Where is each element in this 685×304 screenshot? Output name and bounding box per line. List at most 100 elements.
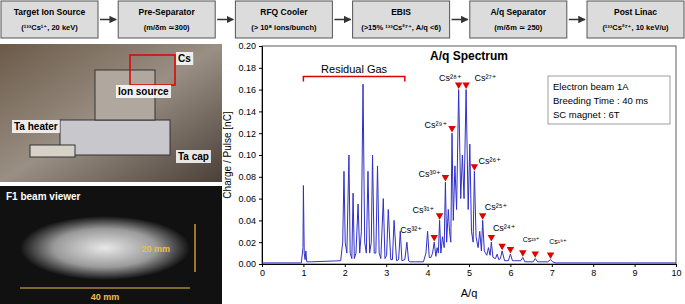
flow-diagram: Target Ion Source (¹³³Cs¹⁺, 20 keV) Pre-Se… [1, 1, 684, 38]
y-tick: 0.18 [238, 63, 262, 73]
y-tick-label: 0.14 [238, 107, 256, 117]
y-tick-mark [259, 68, 262, 69]
photo-part [60, 120, 170, 155]
dimension-arrow [20, 287, 190, 288]
x-tick-label: 8 [591, 268, 596, 278]
y-tick: 0.04 [238, 216, 262, 226]
y-tick-label: 0.20 [238, 41, 256, 51]
flow-box [353, 1, 450, 38]
residual-gas-label: Residual Gas [321, 63, 388, 75]
y-tick-label: 0.02 [238, 238, 256, 248]
x-tick: 2 [343, 264, 348, 278]
peak-marker [532, 251, 539, 257]
x-tick-mark [510, 264, 511, 267]
x-tick-label: 5 [467, 268, 472, 278]
flow-box [587, 1, 684, 38]
y-tick-label: 0.10 [238, 150, 256, 160]
peak-label: Cs²⁷⁺ [475, 73, 497, 83]
x-axis-title: A/q [461, 287, 478, 299]
peak-marker [462, 82, 469, 88]
peak-label: Cs³⁰⁺ [418, 169, 441, 179]
peak-marker [479, 213, 486, 219]
info-line: Electron beam 1A [553, 81, 629, 92]
chart: 0.00 0.02 0.04 0.06 0.08 0.10 0.12 0.14 0.16 0.18… [222, 41, 682, 299]
photo-label-background [116, 85, 171, 98]
photo-label-background [176, 52, 193, 65]
peak-label: Cs²⁸⁺ [439, 73, 462, 83]
x-tick-mark [303, 264, 304, 267]
x-tick: 0 [260, 264, 265, 278]
y-tick-mark [259, 133, 262, 134]
x-tick-mark [469, 264, 470, 267]
y-tick-mark [259, 111, 262, 112]
flow-arrow [100, 19, 116, 21]
y-tick-label: 0.08 [238, 172, 256, 182]
x-tick-label: 9 [633, 268, 638, 278]
x-tick: 1 [301, 264, 306, 278]
x-tick-label: 10 [671, 268, 681, 278]
x-tick-label: 1 [301, 268, 306, 278]
beam-height-label: 20 mm [141, 244, 170, 254]
peak-marker [519, 250, 526, 256]
x-tick: 8 [591, 264, 596, 278]
peak-label: Cs²⁴⁺ [493, 223, 516, 233]
peak-label: Cs³¹⁺ [413, 205, 435, 215]
beam-viewer-title: F1 beam viewer [6, 191, 81, 202]
flow-box-detail: (>15% ¹³³Cs²⁷⁺, A/q <6) [361, 23, 441, 32]
photo-highlight [130, 55, 175, 85]
y-axis: 0.00 0.02 0.04 0.06 0.08 0.10 0.12 0.14 0.16 0.18… [238, 41, 262, 269]
x-tick: 3 [384, 264, 389, 278]
peak-marker [431, 235, 438, 241]
flow-box-detail: (¹³³Cs¹⁺, 20 keV) [21, 23, 78, 32]
peak-label: Cs³²⁺ [400, 225, 422, 235]
flow-box-title: EBIS [391, 7, 411, 17]
flow-box-title: Post Linac [614, 7, 657, 17]
x-tick-label: 0 [260, 268, 265, 278]
photo-label: Cs [178, 53, 191, 64]
peak-marker [488, 235, 495, 241]
x-tick-mark [552, 264, 553, 267]
peak-marker [442, 175, 449, 181]
x-tick-mark [635, 264, 636, 267]
y-tick: 0.08 [238, 172, 262, 182]
info-box-frame [548, 76, 670, 124]
flow-arrow [569, 19, 585, 21]
photo-label: Ion source [118, 86, 169, 97]
x-axis: 0 1 2 3 4 5 6 7 8 9 10 [260, 264, 682, 278]
y-tick-mark [259, 177, 262, 178]
flow-arrow [217, 19, 233, 21]
y-tick-label: 0.00 [238, 259, 256, 269]
y-tick: 0.06 [238, 194, 262, 204]
y-tick-mark [259, 220, 262, 221]
x-tick-label: 7 [550, 268, 555, 278]
x-tick: 4 [426, 264, 431, 278]
peak-marker [436, 213, 443, 219]
spectrum-line [262, 84, 676, 263]
beam-viewer-background [0, 186, 222, 304]
beam-viewer: F1 beam viewer20 mm40 mm [0, 186, 222, 304]
plot-frame [262, 46, 676, 264]
peak-marker [507, 247, 514, 253]
flow-box-title: Pre-Separator [139, 7, 196, 17]
peak-label: Cs²⁹⁺ [425, 120, 448, 130]
flow-box-title: Target Ion Source [14, 7, 86, 17]
x-tick-mark [593, 264, 594, 267]
y-tick-label: 0.18 [238, 63, 256, 73]
x-tick-mark [262, 264, 263, 267]
photo-background [0, 44, 222, 182]
y-tick-mark [259, 155, 262, 156]
flow-box-detail: (m/δm ≃ 250) [494, 23, 542, 32]
y-tick-mark [259, 199, 262, 200]
peak-label: Cs²⁵⁺ [485, 202, 508, 212]
info-line: SC magnet : 6T [553, 109, 620, 120]
photo: CsIon sourceTa heaterTa cap [0, 44, 222, 182]
flow-box [1, 1, 98, 38]
flow-box-title: RFQ Cooler [260, 7, 308, 17]
y-tick-label: 0.04 [238, 216, 256, 226]
x-tick: 6 [508, 264, 513, 278]
y-tick-label: 0.16 [238, 85, 256, 95]
x-tick-label: 4 [426, 268, 431, 278]
peak-label: Cs²³⁺ [523, 236, 540, 243]
peak-marker [448, 126, 455, 132]
y-tick-label: 0.12 [238, 129, 256, 139]
